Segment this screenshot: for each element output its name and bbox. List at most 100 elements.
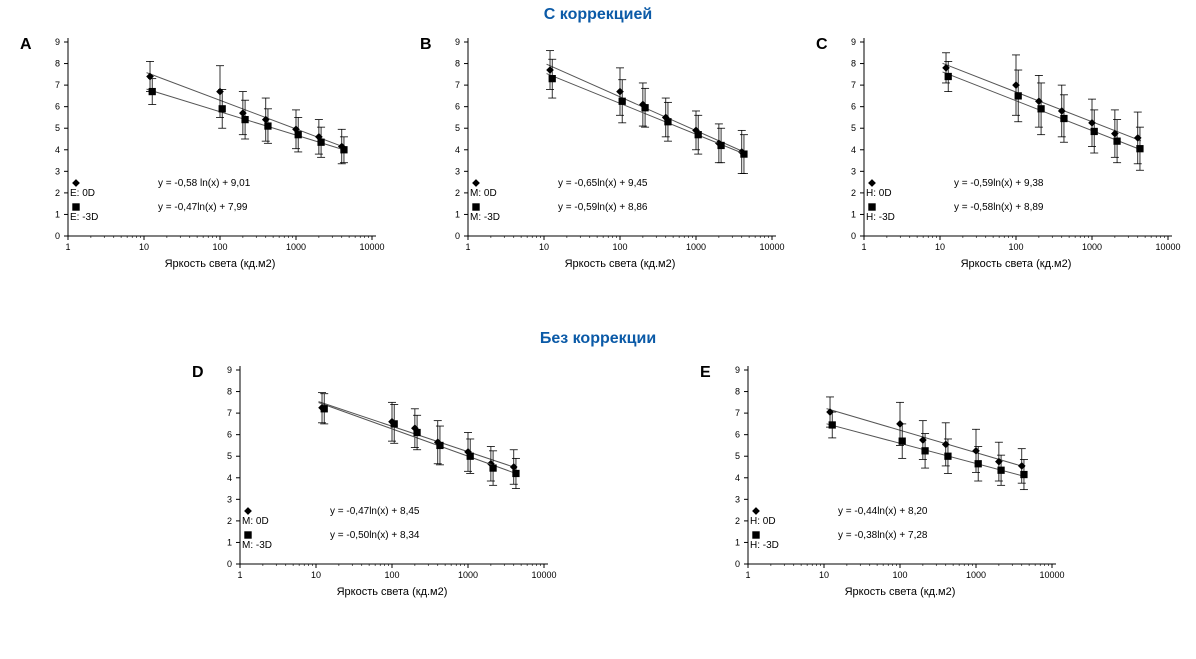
- legend-entry: M: 0D: [242, 506, 269, 527]
- svg-text:5: 5: [227, 451, 232, 461]
- svg-text:5: 5: [455, 123, 460, 133]
- panel-plot: 0123456789110100100010000: [700, 358, 1070, 618]
- legend-label: M: -3D: [242, 540, 272, 551]
- section-title-uncorrected: Без коррекции: [0, 330, 1196, 348]
- svg-text:2: 2: [851, 188, 856, 198]
- x-axis-label: Яркость света (кд.м2): [68, 258, 372, 270]
- panel-plot: 0123456789110100100010000: [420, 30, 790, 290]
- legend-entry: H: 0D: [866, 178, 892, 199]
- svg-text:1: 1: [237, 570, 242, 580]
- legend-entry: M: 0D: [470, 178, 497, 199]
- svg-text:1: 1: [455, 209, 460, 219]
- svg-text:1: 1: [465, 242, 470, 252]
- regression-equation: y = -0,58 ln(x) + 9,01: [158, 178, 250, 189]
- svg-text:10000: 10000: [359, 242, 384, 252]
- svg-text:6: 6: [455, 102, 460, 112]
- svg-text:1: 1: [65, 242, 70, 252]
- regression-equation: y = -0,59ln(x) + 9,38: [954, 178, 1044, 189]
- svg-text:100: 100: [384, 570, 399, 580]
- svg-text:9: 9: [735, 365, 740, 375]
- legend-entry: H: -3D: [750, 530, 779, 551]
- legend-label: M: -3D: [470, 212, 500, 223]
- regression-equation: y = -0,47ln(x) + 7,99: [158, 202, 248, 213]
- panel-plot: 0123456789110100100010000: [192, 358, 562, 618]
- panel-E: E0123456789110100100010000Яркость света …: [700, 358, 1070, 618]
- svg-text:1000: 1000: [1082, 242, 1102, 252]
- panel-letter: B: [420, 36, 432, 54]
- svg-text:0: 0: [851, 231, 856, 241]
- panel-plot: 0123456789110100100010000: [20, 30, 390, 290]
- svg-text:1: 1: [745, 570, 750, 580]
- legend-label: H: 0D: [750, 516, 776, 527]
- svg-text:9: 9: [455, 37, 460, 47]
- svg-text:0: 0: [55, 231, 60, 241]
- svg-text:4: 4: [55, 145, 60, 155]
- svg-text:8: 8: [227, 387, 232, 397]
- legend-label: E: 0D: [70, 188, 95, 199]
- panel-B: B0123456789110100100010000Яркость света …: [420, 30, 790, 290]
- svg-text:1: 1: [735, 537, 740, 547]
- svg-text:10: 10: [311, 570, 321, 580]
- x-axis-label: Яркость света (кд.м2): [864, 258, 1168, 270]
- svg-text:4: 4: [227, 473, 232, 483]
- panel-C: C0123456789110100100010000Яркость света …: [816, 30, 1186, 290]
- svg-text:100: 100: [1008, 242, 1023, 252]
- svg-text:9: 9: [55, 37, 60, 47]
- svg-text:10: 10: [539, 242, 549, 252]
- svg-text:0: 0: [227, 559, 232, 569]
- svg-text:1: 1: [227, 537, 232, 547]
- svg-text:0: 0: [735, 559, 740, 569]
- panel-D: D0123456789110100100010000Яркость света …: [192, 358, 562, 618]
- svg-text:10000: 10000: [1039, 570, 1064, 580]
- section-title-corrected: С коррекцией: [0, 6, 1196, 24]
- svg-text:7: 7: [455, 80, 460, 90]
- svg-text:2: 2: [735, 516, 740, 526]
- svg-text:3: 3: [55, 166, 60, 176]
- svg-text:3: 3: [227, 494, 232, 504]
- regression-equation: y = -0,47ln(x) + 8,45: [330, 506, 420, 517]
- regression-equation: y = -0,65ln(x) + 9,45: [558, 178, 648, 189]
- panel-plot: 0123456789110100100010000: [816, 30, 1186, 290]
- panel-A: A0123456789110100100010000Яркость света …: [20, 30, 390, 290]
- svg-text:1000: 1000: [686, 242, 706, 252]
- x-axis-label: Яркость света (кд.м2): [748, 586, 1052, 598]
- svg-text:10: 10: [139, 242, 149, 252]
- svg-text:100: 100: [212, 242, 227, 252]
- svg-text:100: 100: [612, 242, 627, 252]
- x-axis-label: Яркость света (кд.м2): [468, 258, 772, 270]
- svg-text:100: 100: [892, 570, 907, 580]
- legend-entry: E: 0D: [70, 178, 95, 199]
- svg-text:5: 5: [735, 451, 740, 461]
- svg-text:4: 4: [455, 145, 460, 155]
- legend-entry: E: -3D: [70, 202, 98, 223]
- legend-label: H: -3D: [750, 540, 779, 551]
- svg-text:2: 2: [455, 188, 460, 198]
- svg-text:9: 9: [851, 37, 856, 47]
- legend-entry: M: -3D: [242, 530, 272, 551]
- regression-equation: y = -0,44ln(x) + 8,20: [838, 506, 928, 517]
- svg-text:1: 1: [55, 209, 60, 219]
- legend-label: H: 0D: [866, 188, 892, 199]
- svg-text:9: 9: [227, 365, 232, 375]
- panel-letter: C: [816, 36, 828, 54]
- legend-label: M: 0D: [242, 516, 269, 527]
- svg-text:7: 7: [851, 80, 856, 90]
- svg-text:10000: 10000: [759, 242, 784, 252]
- svg-text:4: 4: [851, 145, 856, 155]
- svg-text:6: 6: [55, 102, 60, 112]
- legend-label: E: -3D: [70, 212, 98, 223]
- svg-text:2: 2: [55, 188, 60, 198]
- x-axis-label: Яркость света (кд.м2): [240, 586, 544, 598]
- svg-text:3: 3: [735, 494, 740, 504]
- svg-text:10: 10: [819, 570, 829, 580]
- svg-text:8: 8: [735, 387, 740, 397]
- svg-text:8: 8: [455, 59, 460, 69]
- panel-letter: A: [20, 36, 32, 54]
- svg-text:1000: 1000: [966, 570, 986, 580]
- regression-equation: y = -0,59ln(x) + 8,86: [558, 202, 648, 213]
- svg-text:7: 7: [55, 80, 60, 90]
- svg-text:5: 5: [851, 123, 856, 133]
- panel-letter: D: [192, 364, 204, 382]
- svg-text:8: 8: [55, 59, 60, 69]
- regression-equation: y = -0,50ln(x) + 8,34: [330, 530, 420, 541]
